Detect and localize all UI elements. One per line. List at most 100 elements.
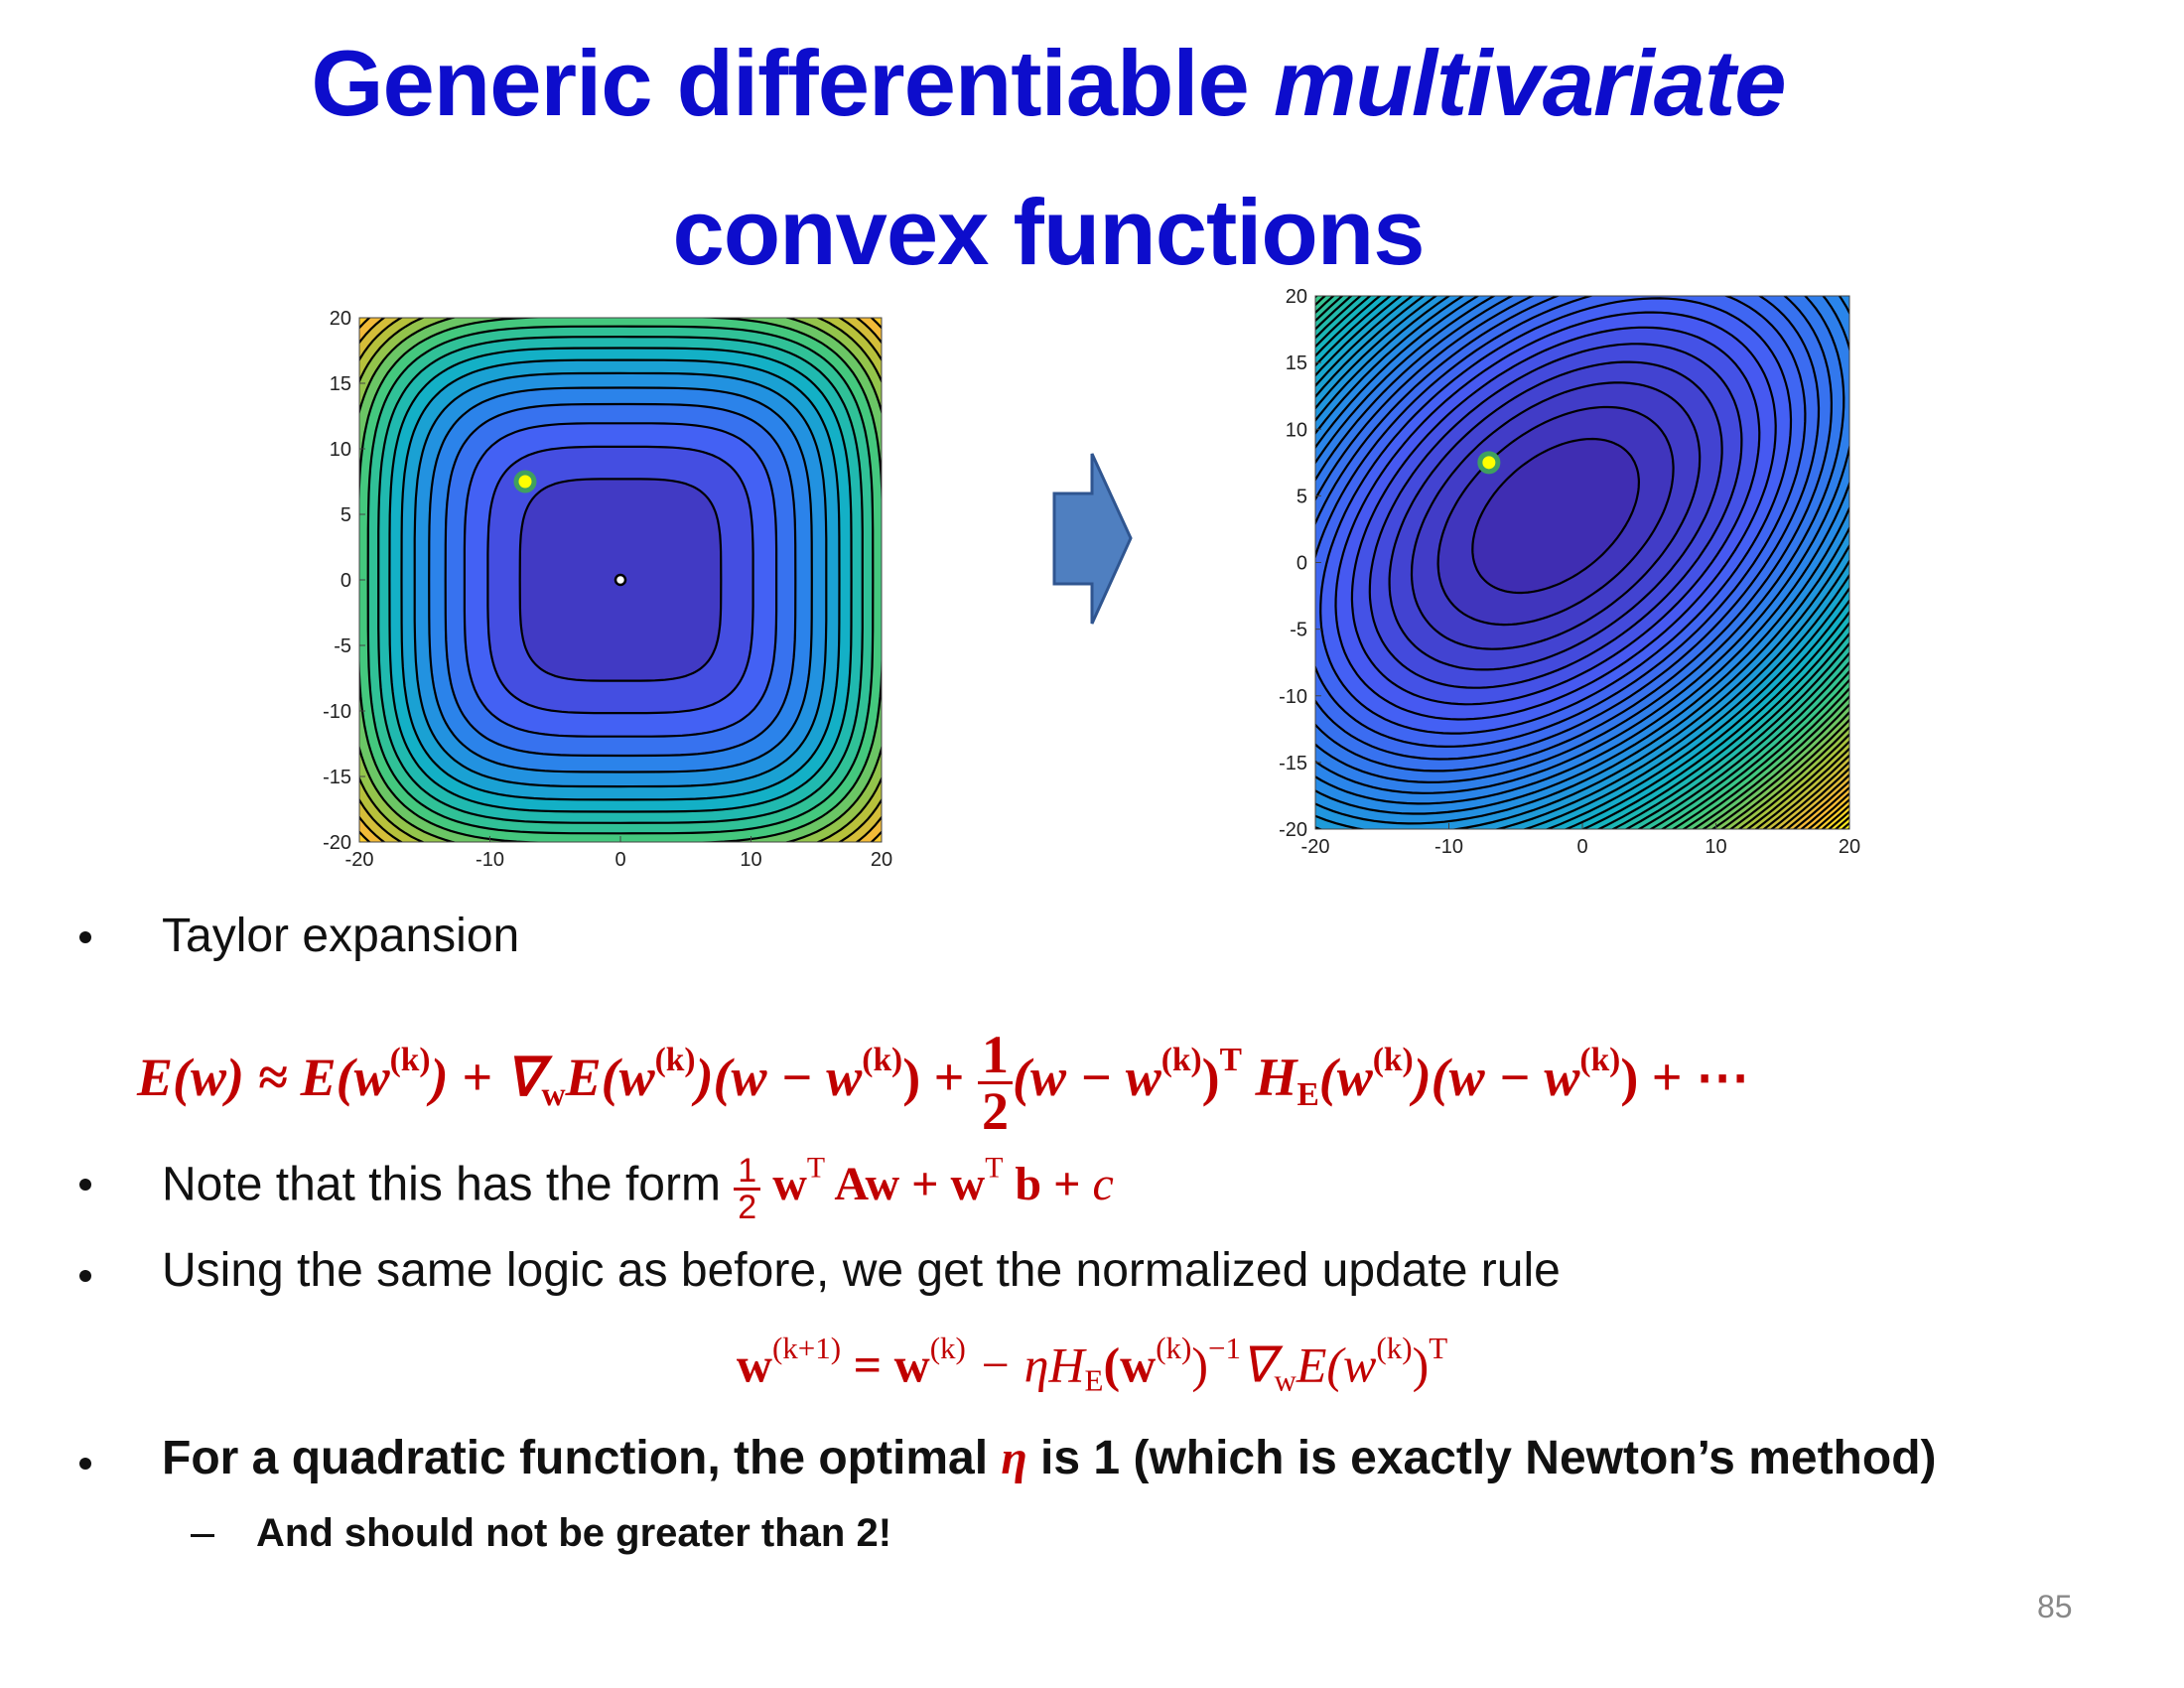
x-tick-label: 10 — [1705, 836, 1726, 858]
y-tick-label: 20 — [1286, 286, 1307, 308]
taylor-equation: E(w) ≈ E(w(k)) + ∇wE(w(k))(w − w(k)) + 1… — [137, 1028, 1749, 1138]
eq-part: ) + ∇ — [430, 1047, 542, 1107]
y-tick-label: -10 — [323, 701, 351, 723]
x-tick-label: 10 — [740, 849, 761, 871]
eq-part: T — [1219, 1041, 1242, 1078]
numerator: 1 — [977, 1028, 1013, 1084]
denominator: 2 — [738, 1188, 757, 1226]
y-tick-label: -15 — [1279, 753, 1307, 774]
y-tick-label: -20 — [1279, 819, 1307, 841]
y-tick-label: 15 — [330, 373, 351, 395]
page-number: 85 — [2037, 1589, 2073, 1624]
eq-part: (k) — [1160, 1041, 1202, 1078]
y-tick-label: -5 — [334, 635, 351, 657]
eq-part: (k+1) — [771, 1331, 842, 1365]
eq-part: E — [1084, 1362, 1104, 1398]
eq-part: (k) — [1376, 1331, 1413, 1365]
x-tick-label: -10 — [1434, 836, 1463, 858]
contour-plot — [1315, 296, 1849, 829]
bullet-text: Note that this has the form — [162, 1158, 735, 1211]
y-tick-label: 0 — [1297, 553, 1307, 575]
y-tick-label: 20 — [330, 308, 351, 330]
arrow — [1052, 453, 1133, 625]
bullet — [79, 931, 91, 943]
eq-part: E — [1297, 1075, 1319, 1113]
y-tick-label: 5 — [341, 504, 351, 526]
eq-part: T — [985, 1152, 1004, 1185]
eq-part: E(w) ≈ E(w — [137, 1047, 390, 1107]
update-equation: w(k+1) = w(k) − ηHE(w(k))−1∇wE(w(k))T — [0, 1331, 2184, 1399]
eq-part: (k) — [862, 1041, 903, 1078]
bullet — [79, 1270, 91, 1282]
eq-part: (k) — [1156, 1331, 1192, 1365]
y-tick-label: -15 — [323, 767, 351, 788]
bullet-text: Taylor expansion — [162, 910, 520, 962]
denominator: 2 — [981, 1081, 1009, 1141]
y-tick-label: -10 — [1279, 686, 1307, 708]
eq-part: − ηH — [965, 1336, 1085, 1393]
title-line: Generic differentiable multivariate — [0, 30, 2097, 137]
eq-part: (w — [1318, 1047, 1373, 1107]
eq-part: w — [736, 1336, 772, 1393]
eq-part: ) + — [902, 1047, 978, 1107]
eq-part: b + — [1015, 1158, 1093, 1211]
bullet-text: For a quadratic function, the optimal — [162, 1432, 1002, 1484]
title-line: convex functions — [0, 179, 2097, 286]
y-tick-label: -20 — [323, 832, 351, 854]
bullet-text: is 1 (which is exactly Newton’s method) — [1026, 1432, 1937, 1484]
bullet — [79, 1179, 91, 1191]
sub-bullet-dash — [191, 1534, 214, 1537]
x-tick-label: 20 — [871, 849, 892, 871]
eq-part: w — [541, 1075, 566, 1113]
x-tick-label: 20 — [1839, 836, 1860, 858]
y-tick-label: -5 — [1290, 620, 1307, 641]
axes: -20 -10 0 10 20 20 15 10 5 0 -5 -10 -15 -20 — [323, 308, 892, 871]
contour — [1471, 437, 1641, 595]
x-tick-label: 0 — [614, 849, 625, 871]
contour-plot — [359, 318, 882, 842]
title-text: Generic differentiable — [311, 31, 1274, 135]
bullet — [79, 1458, 91, 1470]
y-tick-label: 15 — [1286, 352, 1307, 374]
eq-part: (k) — [389, 1041, 431, 1078]
eq-part: ) — [1412, 1336, 1430, 1393]
bullet-line: For a quadratic function, the optimal η … — [162, 1431, 1937, 1485]
bullet-text: Using the same logic as before, we get t… — [162, 1244, 1561, 1297]
title-italic: multivariate — [1273, 31, 1787, 135]
sub-bullet-text: And should not be greater than 2! — [256, 1511, 892, 1555]
eq-part: )(w − w — [695, 1047, 863, 1107]
axes: -20 -10 0 10 20 20 15 10 5 0 -5 -10 -15 -20 — [1279, 286, 1860, 858]
x-tick-label: 0 — [1576, 836, 1587, 858]
title-text: convex functions — [672, 180, 1425, 284]
point — [614, 573, 627, 587]
x-tick-label: -10 — [476, 849, 504, 871]
eq-part: w — [772, 1158, 807, 1211]
eq-part: E(w — [565, 1047, 655, 1107]
eq-part: T — [806, 1152, 826, 1185]
eq-part: (k) — [1579, 1041, 1621, 1078]
eq-part: (k) — [929, 1331, 966, 1365]
eq-part: −1 — [1208, 1331, 1242, 1365]
x-tick-label: -20 — [345, 849, 374, 871]
eq-part: (w — [1103, 1336, 1157, 1393]
eq-part: ) — [1191, 1336, 1209, 1393]
y-tick-label: 10 — [330, 439, 351, 461]
eq-part: = w — [841, 1336, 930, 1393]
x-tick-label: -20 — [1301, 836, 1330, 858]
eq-part: H — [1241, 1047, 1297, 1107]
eq-part: (k) — [654, 1041, 696, 1078]
eq-part: c — [1092, 1158, 1114, 1211]
y-tick-label: 5 — [1297, 486, 1307, 507]
eq-part: (w − w — [1012, 1047, 1161, 1107]
y-tick-label: 10 — [1286, 419, 1307, 441]
y-tick-label: 0 — [341, 570, 351, 592]
eq-part: ∇ — [1241, 1336, 1275, 1393]
eq-part: )(w − w — [1413, 1047, 1580, 1107]
eq-part: Aw + w — [825, 1158, 986, 1211]
